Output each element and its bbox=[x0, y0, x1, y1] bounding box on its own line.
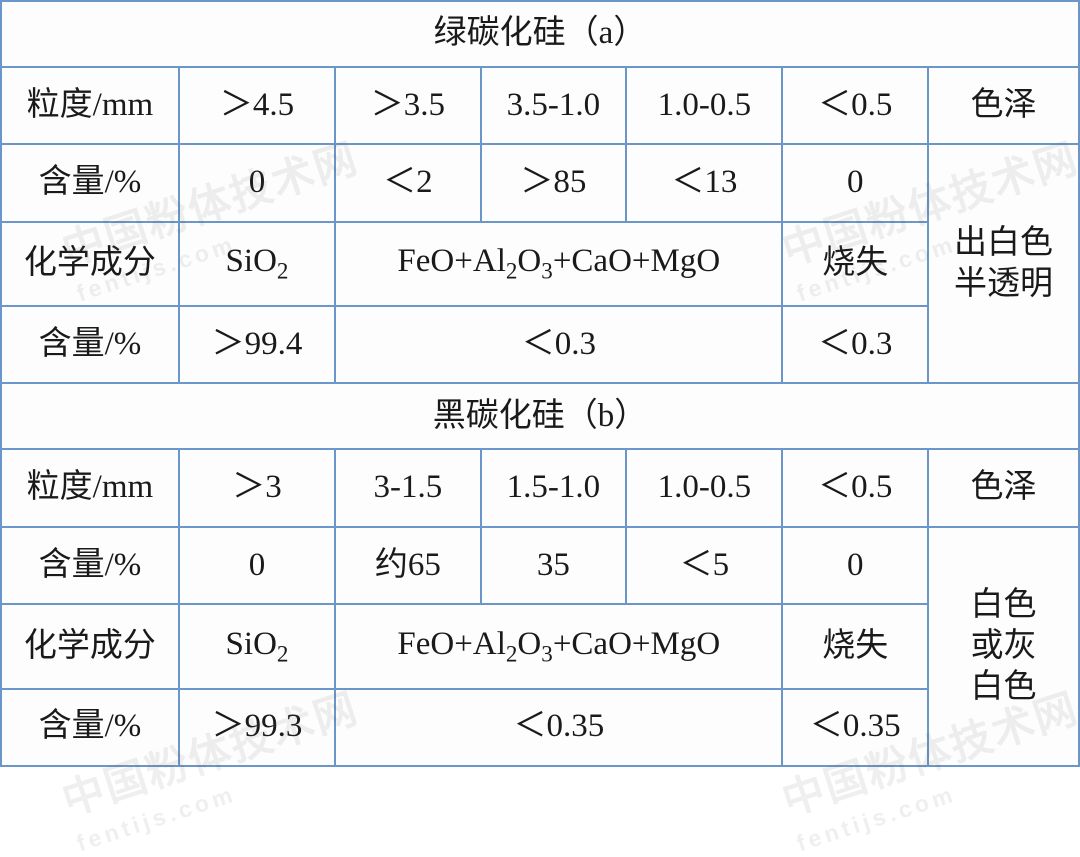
a-content2-oxides: ＜0.3 bbox=[335, 306, 782, 383]
a-color-desc-text: 出白色半透明 bbox=[954, 225, 1053, 302]
a-particle-1: ＞4.5 bbox=[179, 67, 335, 144]
b-content1-1: 0 bbox=[179, 527, 335, 604]
a-content1-1: 0 bbox=[179, 144, 335, 221]
section-b-title: 黑碳化硅（b） bbox=[1, 383, 1079, 449]
a-content1-5: 0 bbox=[782, 144, 928, 221]
a-content2-label: 含量/% bbox=[1, 306, 179, 383]
b-content2-loss: ＜0.35 bbox=[782, 689, 928, 766]
a-color-desc: 出白色半透明 bbox=[928, 144, 1079, 383]
sic-spec-table: 绿碳化硅（a） 粒度/mm ＞4.5 ＞3.5 3.5-1.0 1.0-0.5 … bbox=[0, 0, 1080, 767]
a-particle-2: ＞3.5 bbox=[335, 67, 481, 144]
b-particle-4: 1.0-0.5 bbox=[626, 449, 782, 526]
a-particle-label: 粒度/mm bbox=[1, 67, 179, 144]
b-content1-3: 35 bbox=[481, 527, 627, 604]
b-particle-label: 粒度/mm bbox=[1, 449, 179, 526]
b-content2-sio2: ＞99.3 bbox=[179, 689, 335, 766]
a-content1-4: ＜13 bbox=[626, 144, 782, 221]
a-chem-sio2: SiO2 bbox=[179, 222, 335, 306]
b-content2-label: 含量/% bbox=[1, 689, 179, 766]
a-content1-3: ＞85 bbox=[481, 144, 627, 221]
b-content2-oxides: ＜0.35 bbox=[335, 689, 782, 766]
a-particle-5: ＜0.5 bbox=[782, 67, 928, 144]
b-color-desc: 白色或灰白色 bbox=[928, 527, 1079, 766]
a-content1-label: 含量/% bbox=[1, 144, 179, 221]
b-chem-oxides: FeO+Al2O3+CaO+MgO bbox=[335, 604, 782, 688]
b-chem-loss: 烧失 bbox=[782, 604, 928, 688]
a-chem-loss: 烧失 bbox=[782, 222, 928, 306]
b-particle-1: ＞3 bbox=[179, 449, 335, 526]
b-color-desc-text: 白色或灰白色 bbox=[971, 587, 1037, 706]
a-content2-loss: ＜0.3 bbox=[782, 306, 928, 383]
b-chem-label: 化学成分 bbox=[1, 604, 179, 688]
a-particle-3: 3.5-1.0 bbox=[481, 67, 627, 144]
a-content1-2: ＜2 bbox=[335, 144, 481, 221]
b-content1-4: ＜5 bbox=[626, 527, 782, 604]
b-particle-5: ＜0.5 bbox=[782, 449, 928, 526]
b-particle-2: 3-1.5 bbox=[335, 449, 481, 526]
a-chem-label: 化学成分 bbox=[1, 222, 179, 306]
section-a-title: 绿碳化硅（a） bbox=[1, 1, 1079, 67]
b-content1-label: 含量/% bbox=[1, 527, 179, 604]
a-content2-sio2: ＞99.4 bbox=[179, 306, 335, 383]
a-particle-4: 1.0-0.5 bbox=[626, 67, 782, 144]
b-particle-3: 1.5-1.0 bbox=[481, 449, 627, 526]
table-container: 绿碳化硅（a） 粒度/mm ＞4.5 ＞3.5 3.5-1.0 1.0-0.5 … bbox=[0, 0, 1080, 767]
a-chem-oxides: FeO+Al2O3+CaO+MgO bbox=[335, 222, 782, 306]
b-chem-sio2: SiO2 bbox=[179, 604, 335, 688]
a-color-header: 色泽 bbox=[928, 67, 1079, 144]
b-color-header: 色泽 bbox=[928, 449, 1079, 526]
b-content1-5: 0 bbox=[782, 527, 928, 604]
b-content1-2: 约65 bbox=[335, 527, 481, 604]
